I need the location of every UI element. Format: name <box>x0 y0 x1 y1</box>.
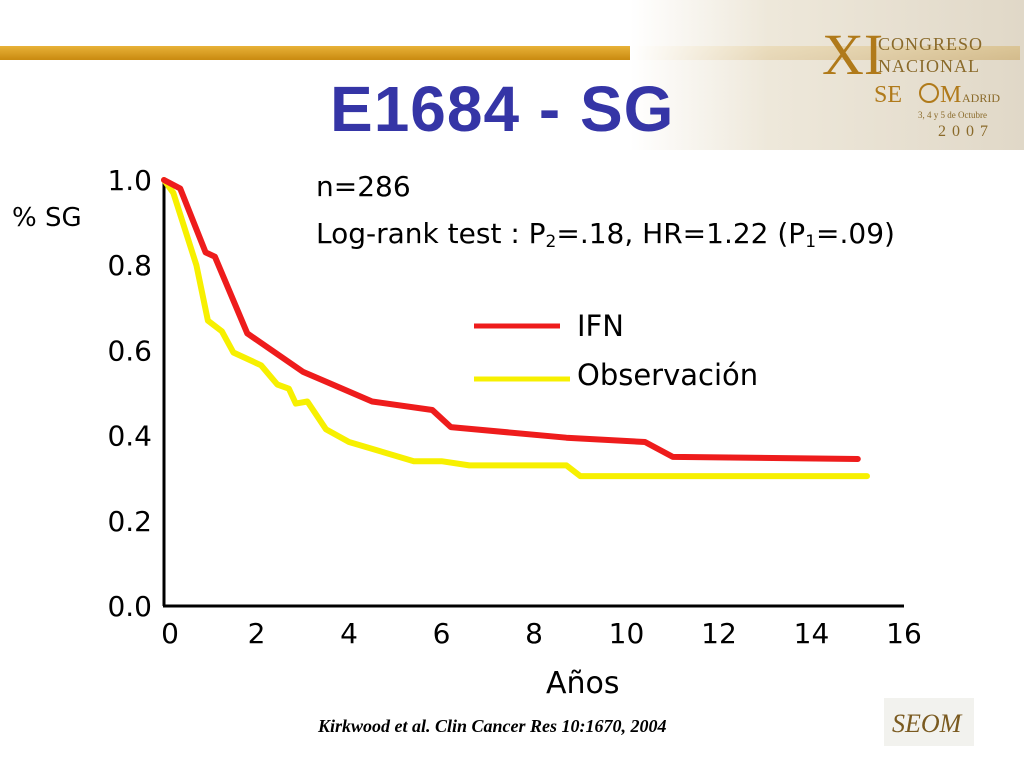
logrank-sub-1: 2 <box>545 232 557 252</box>
slide-title: E1684 - SG <box>330 73 675 145</box>
x-tick-label: 8 <box>525 617 543 650</box>
series-line-ifn <box>161 177 861 462</box>
congress-logo-numeral: XI <box>822 22 883 87</box>
x-tick-label: 14 <box>794 617 830 650</box>
congress-logo-line3a: SE <box>874 82 902 108</box>
congress-logo-line3b: M <box>940 82 961 108</box>
congress-logo-year: 2007 <box>938 123 994 140</box>
legend-label-observacion: Observación <box>577 358 759 392</box>
y-tick-label: 1.0 <box>107 164 152 197</box>
logrank-sub-2: 1 <box>805 232 817 252</box>
logrank-suffix: =.09) <box>816 217 895 250</box>
x-tick-label: 10 <box>609 617 645 650</box>
x-tick-label: 12 <box>701 617 737 650</box>
legend-label-ifn: IFN <box>577 309 624 343</box>
congress-logo-dates: 3, 4 y 5 de Octubre <box>918 110 987 120</box>
series-line-observacion <box>161 177 870 480</box>
x-tick-label: 6 <box>433 617 451 650</box>
logrank-prefix: Log-rank test : P <box>316 217 546 250</box>
logrank-annotation: Log-rank test : P2=.18, HR=1.22 (P1=.09) <box>316 217 895 252</box>
x-tick-label: 2 <box>248 617 266 650</box>
congress-logo-line3c: ADRID <box>962 91 1000 105</box>
logrank-mid: =.18, HR=1.22 (P <box>556 217 806 250</box>
x-tick-label: 16 <box>886 617 922 650</box>
congress-logo-line2: NACIONAL <box>878 56 980 76</box>
y-tick-label: 0.6 <box>107 334 152 367</box>
x-tick-label: 0 <box>161 617 179 650</box>
x-tick-label: 4 <box>340 617 358 650</box>
congress-logo: XI CONGRESO NACIONAL SE M ADRID 3, 4 y 5… <box>822 22 1000 140</box>
citation: Kirkwood et al. Clin Cancer Res 10:1670,… <box>318 716 667 736</box>
y-axis-label: % SG <box>12 203 82 233</box>
banner-artwork <box>630 0 1024 150</box>
y-tick-label: 0.2 <box>107 505 152 538</box>
series-lines <box>161 177 870 480</box>
congress-logo-rose-icon <box>919 83 939 103</box>
y-tick-label: 0.4 <box>107 420 152 453</box>
x-axis-label: Años <box>546 666 620 701</box>
seom-logo-text: SEOM <box>892 709 963 738</box>
congress-logo-line1: CONGRESO <box>878 34 983 54</box>
x-tick-labels: 0 2 4 6 8 10 12 14 16 <box>161 617 922 650</box>
y-tick-label: 0.8 <box>107 249 152 282</box>
y-tick-labels: 0.0 0.2 0.4 0.6 0.8 1.0 <box>107 164 152 623</box>
sample-size-annotation: n=286 <box>316 170 411 203</box>
seom-logo: SEOM <box>884 698 974 746</box>
y-tick-label: 0.0 <box>107 590 152 623</box>
